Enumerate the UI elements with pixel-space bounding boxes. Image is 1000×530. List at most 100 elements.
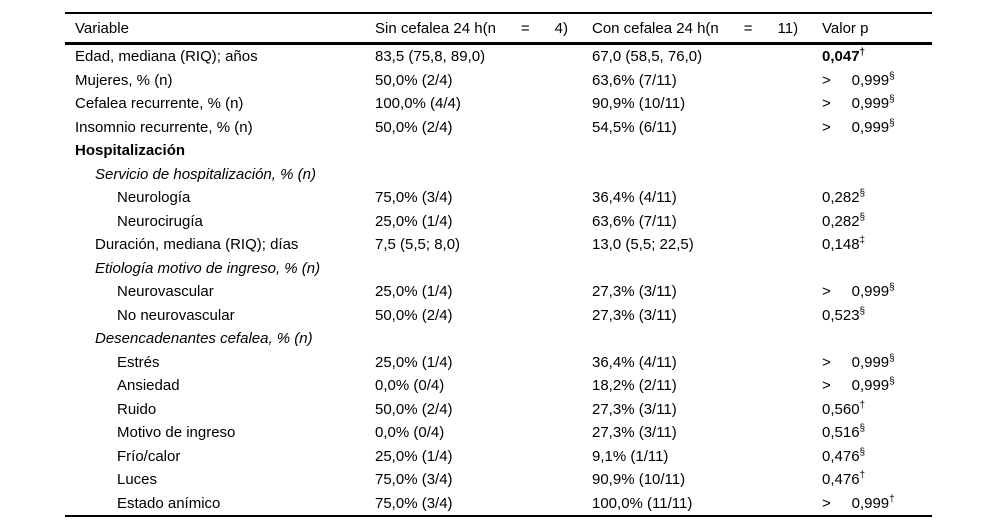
variable-cell: Estado anímico	[117, 494, 221, 512]
p-value-cell: 0,282§	[822, 210, 932, 233]
p-value: 0,047	[822, 48, 860, 66]
p-value-cell: 0,148‡	[822, 233, 932, 256]
variable-cell: Neurología	[117, 189, 191, 207]
sin-cefalea-cell: 50,0% (2/4)	[375, 71, 453, 89]
p-value-footnote-symbol: §	[889, 352, 895, 364]
sin-cefalea-cell: 50,0% (2/4)	[375, 400, 453, 418]
variable-cell: Desencadenantes cefalea, % (n)	[95, 330, 313, 348]
table-row: Mujeres, % (n) 50,0% (2/4) 63,6% (7/11) > 0…	[65, 69, 932, 93]
p-value-footnote-symbol: †	[859, 47, 866, 59]
con-cefalea-cell: 27,3% (3/11)	[592, 424, 677, 442]
variable-cell: Frío/calor	[117, 447, 181, 465]
sin-cefalea-cell: 25,0% (1/4)	[375, 212, 453, 230]
con-cefalea-cell: 36,4% (4/11)	[592, 353, 677, 371]
p-value-cell: > 0,999§	[822, 92, 932, 115]
p-value-footnote-symbol: †	[859, 399, 866, 411]
p-value-footnote-symbol: †	[889, 493, 895, 505]
sin-cefalea-cell: 0,0% (0/4)	[375, 377, 445, 395]
table-row: Neurocirugía 25,0% (1/4) 63,6% (7/11) 0,282…	[65, 210, 932, 234]
p-value-footnote-symbol: §	[859, 423, 866, 435]
con-cefalea-cell: 27,3% (3/11)	[592, 400, 677, 418]
con-cefalea-cell: 67,0 (58,5, 76,0)	[592, 48, 703, 66]
table-row: No neurovascular 50,0% (2/4) 27,3% (3/11) 0…	[65, 304, 932, 328]
variable-cell: Ansiedad	[117, 377, 180, 395]
variable-cell: Luces	[117, 471, 158, 489]
p-value: > 0,999	[822, 283, 890, 301]
con-cefalea-cell: 90,9% (10/11)	[592, 471, 686, 489]
variable-cell: Etiología motivo de ingreso, % (n)	[95, 259, 321, 277]
p-value-footnote-symbol: †	[859, 470, 866, 482]
con-cefalea-cell: 90,9% (10/11)	[592, 95, 686, 113]
p-value: > 0,999	[822, 71, 890, 89]
p-value: 0,282	[822, 212, 860, 230]
p-value: > 0,999	[822, 353, 890, 371]
sin-cefalea-cell: 25,0% (1/4)	[375, 283, 453, 301]
p-value-footnote-symbol: §	[889, 282, 895, 294]
con-cefalea-cell: 13,0 (5,5; 22,5)	[592, 236, 694, 254]
variable-cell: Hospitalización	[75, 142, 186, 160]
table-row: Duración, mediana (RIQ); días 7,5 (5,5; 8…	[65, 233, 932, 257]
variable-cell: Neurovascular	[117, 283, 214, 301]
p-value-footnote-symbol: §	[889, 376, 895, 388]
table-row: Estrés 25,0% (1/4) 36,4% (4/11) > 0,999§	[65, 351, 932, 375]
sin-cefalea-cell: 0,0% (0/4)	[375, 424, 445, 442]
table-body: Edad, mediana (RIQ); años 83,5 (75,8, 89,…	[65, 45, 932, 515]
sin-cefalea-cell: 50,0% (2/4)	[375, 118, 453, 136]
table-row: Estado anímico 75,0% (3/4) 100,0% (11/11) >…	[65, 492, 932, 516]
table-row: Desencadenantes cefalea, % (n)	[65, 327, 932, 351]
statistics-table: Variable Sin cefalea 24 h(n = 4) Con cef…	[65, 12, 932, 517]
p-value: 0,560	[822, 400, 860, 418]
sin-cefalea-cell: 75,0% (3/4)	[375, 471, 453, 489]
p-value: > 0,999	[822, 494, 890, 512]
table-row: Luces 75,0% (3/4) 90,9% (10/11) 0,476†	[65, 468, 932, 492]
sin-cefalea-cell: 75,0% (3/4)	[375, 189, 453, 207]
con-cefalea-cell: 63,6% (7/11)	[592, 71, 677, 89]
sin-cefalea-cell: 25,0% (1/4)	[375, 447, 453, 465]
con-cefalea-cell: 63,6% (7/11)	[592, 212, 677, 230]
table-row: Neurovascular 25,0% (1/4) 27,3% (3/11) > 0,…	[65, 280, 932, 304]
variable-cell: No neurovascular	[117, 306, 235, 324]
sin-cefalea-cell: 100,0% (4/4)	[375, 95, 461, 113]
table-row: Insomnio recurrente, % (n) 50,0% (2/4) 54,…	[65, 116, 932, 140]
variable-cell: Neurocirugía	[117, 212, 203, 230]
table-row: Etiología motivo de ingreso, % (n)	[65, 257, 932, 281]
con-cefalea-cell: 27,3% (3/11)	[592, 283, 677, 301]
p-value: 0,476	[822, 447, 860, 465]
table-header-row: Variable Sin cefalea 24 h(n = 4) Con cef…	[65, 14, 932, 45]
con-cefalea-cell: 27,3% (3/11)	[592, 306, 677, 324]
p-value-cell: 0,560†	[822, 398, 932, 421]
table-row: Neurología 75,0% (3/4) 36,4% (4/11) 0,282§	[65, 186, 932, 210]
p-value: 0,516	[822, 424, 860, 442]
p-value-cell: 0,282§	[822, 186, 932, 209]
p-value-cell: 0,476†	[822, 468, 932, 491]
p-value-cell: 0,516§	[822, 421, 932, 444]
p-value-cell: > 0,999§	[822, 69, 932, 92]
p-value-footnote-symbol: §	[889, 94, 895, 106]
table-row: Motivo de ingreso 0,0% (0/4) 27,3% (3/11) 0…	[65, 421, 932, 445]
con-cefalea-cell: 54,5% (6/11)	[592, 118, 677, 136]
column-header-con-cefalea: Con cefalea 24 h(n = 11)	[592, 19, 799, 37]
p-value: > 0,999	[822, 95, 890, 113]
sin-cefalea-cell: 25,0% (1/4)	[375, 353, 453, 371]
table-row: Cefalea recurrente, % (n) 100,0% (4/4) 90,…	[65, 92, 932, 116]
p-value-footnote-symbol: §	[859, 211, 866, 223]
con-cefalea-cell: 9,1% (1/11)	[592, 447, 669, 465]
p-value-footnote-symbol: §	[889, 117, 895, 129]
sin-cefalea-cell: 83,5 (75,8, 89,0)	[375, 48, 486, 66]
variable-cell: Mujeres, % (n)	[75, 71, 173, 89]
variable-cell: Cefalea recurrente, % (n)	[75, 95, 244, 113]
con-cefalea-cell: 18,2% (2/11)	[592, 377, 677, 395]
sin-cefalea-cell: 7,5 (5,5; 8,0)	[375, 236, 461, 254]
variable-cell: Insomnio recurrente, % (n)	[75, 118, 253, 136]
p-value: > 0,999	[822, 377, 890, 395]
variable-cell: Estrés	[117, 353, 160, 371]
con-cefalea-cell: 36,4% (4/11)	[592, 189, 677, 207]
variable-cell: Duración, mediana (RIQ); días	[95, 236, 299, 254]
p-value: 0,476	[822, 471, 860, 489]
sin-cefalea-cell: 50,0% (2/4)	[375, 306, 453, 324]
variable-cell: Ruido	[117, 400, 157, 418]
p-value-footnote-symbol: ‡	[859, 235, 866, 247]
column-header-variable: Variable	[75, 19, 129, 37]
table-row: Ruido 50,0% (2/4) 27,3% (3/11) 0,560†	[65, 398, 932, 422]
p-value: > 0,999	[822, 118, 890, 136]
